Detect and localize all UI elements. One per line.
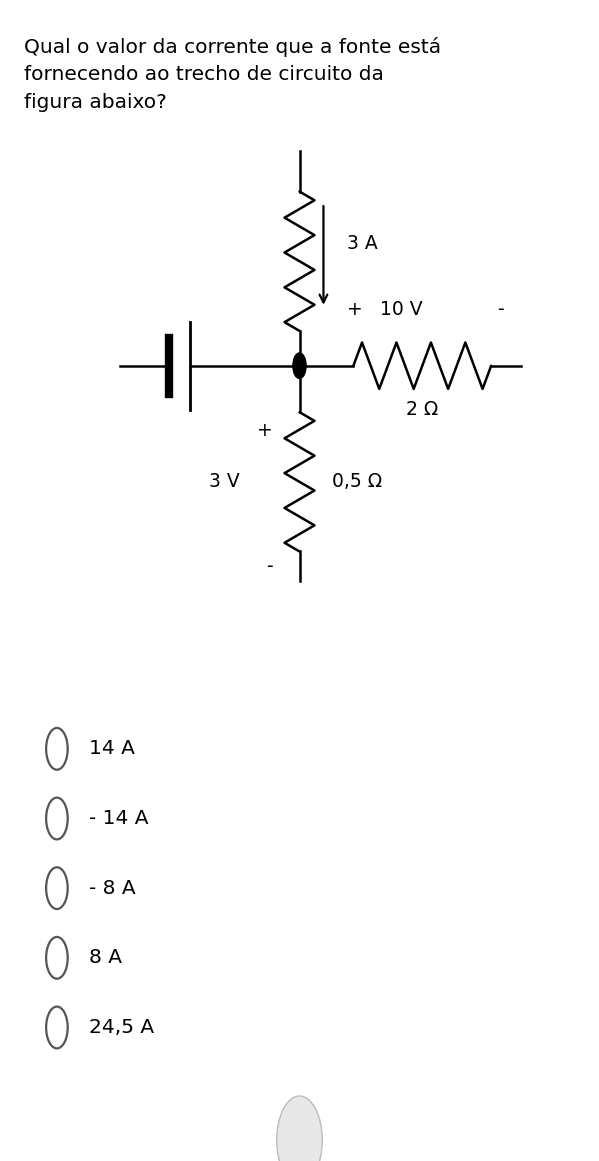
Text: -: - xyxy=(266,557,273,576)
Text: 2 Ω: 2 Ω xyxy=(406,401,438,419)
Text: 24,5 A: 24,5 A xyxy=(89,1018,154,1037)
Circle shape xyxy=(277,1096,322,1161)
Text: 3 V: 3 V xyxy=(209,473,240,491)
Text: +: + xyxy=(347,301,363,319)
Text: 14 A: 14 A xyxy=(89,740,135,758)
Text: 8 A: 8 A xyxy=(89,949,122,967)
Text: 10 V: 10 V xyxy=(380,301,423,319)
Text: Qual o valor da corrente que a fonte está
fornecendo ao trecho de circuito da
fi: Qual o valor da corrente que a fonte est… xyxy=(24,37,441,111)
Text: ⌃: ⌃ xyxy=(293,1126,306,1140)
Text: - 14 A: - 14 A xyxy=(89,809,148,828)
Text: - 8 A: - 8 A xyxy=(89,879,135,897)
Text: 0,5 Ω: 0,5 Ω xyxy=(332,473,383,491)
Text: +: + xyxy=(257,421,273,440)
Circle shape xyxy=(293,353,306,378)
Text: 3 A: 3 A xyxy=(347,235,378,253)
Text: -: - xyxy=(497,301,504,319)
